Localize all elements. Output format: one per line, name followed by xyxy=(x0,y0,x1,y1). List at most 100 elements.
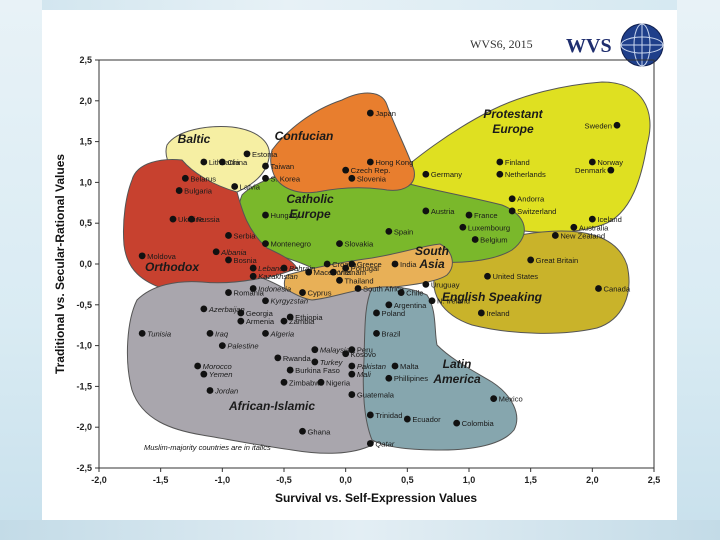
slide: WVS6, 2015 WVS Protestant Europe English… xyxy=(42,10,677,520)
country-label: United States xyxy=(493,272,539,281)
country-label: S. Korea xyxy=(271,174,301,183)
x-tick-label: 1,5 xyxy=(524,475,537,485)
country-point xyxy=(348,260,356,268)
country-point xyxy=(138,329,146,337)
x-tick-label: 1,0 xyxy=(463,475,476,485)
country-point xyxy=(280,264,288,272)
region-label-latin-america-2: America xyxy=(432,372,481,386)
country-label: Germany xyxy=(431,170,462,179)
country-point xyxy=(280,378,288,386)
country-label: Croatia xyxy=(332,260,357,269)
country-point xyxy=(249,285,257,292)
country-point xyxy=(613,121,621,129)
country-label: South Africa xyxy=(363,284,405,293)
x-tick-label: -2,0 xyxy=(91,475,107,485)
country-point xyxy=(249,264,257,272)
country-label: Sweden xyxy=(585,121,612,130)
country-label: New Zealand xyxy=(560,231,605,240)
country-label: Greece xyxy=(357,260,382,269)
country-label: Serbia xyxy=(234,231,257,240)
region-african-islamic xyxy=(126,277,385,454)
country-label: Andorra xyxy=(517,195,545,204)
country-point xyxy=(422,281,430,288)
country-label: Spain xyxy=(394,227,413,236)
country-point xyxy=(348,346,356,354)
country-point xyxy=(225,232,232,239)
country-point xyxy=(200,305,208,313)
country-label: Indonesia xyxy=(258,284,291,293)
country-label: Bulgaria xyxy=(184,187,213,196)
country-point xyxy=(262,162,269,170)
region-label-catholic-europe-2: Europe xyxy=(289,207,331,221)
country-label: Belgium xyxy=(480,236,507,245)
country-point xyxy=(243,150,251,158)
region-confucian xyxy=(270,92,415,194)
x-tick-label: 2,0 xyxy=(586,475,599,485)
country-label: Netherlands xyxy=(505,170,546,179)
country-label: Brazil xyxy=(382,329,401,338)
country-label: Austria xyxy=(431,207,455,216)
region-label-african-islamic: African-Islamic xyxy=(228,399,315,413)
country-label: France xyxy=(474,211,498,220)
country-label: Japan xyxy=(375,109,396,118)
country-point xyxy=(570,223,578,231)
country-point xyxy=(175,187,183,194)
country-point xyxy=(465,211,473,219)
country-point xyxy=(311,358,319,366)
region-label-latin-america: Latin xyxy=(443,357,472,371)
country-label: Hong Kong xyxy=(375,158,413,167)
country-point xyxy=(508,195,516,203)
country-label: Lebanon xyxy=(258,264,288,273)
country-point xyxy=(385,374,393,382)
country-label: Poland xyxy=(382,309,406,318)
y-tick-label: 1,0 xyxy=(79,177,92,187)
country-point xyxy=(385,227,393,235)
country-point xyxy=(588,158,596,166)
country-label: Belarus xyxy=(190,174,216,183)
country-label: Montenegro xyxy=(271,240,312,249)
country-point xyxy=(391,260,399,268)
slide-frame-left xyxy=(0,0,42,540)
survey-badge: WVS6, 2015 xyxy=(470,37,533,51)
country-point xyxy=(299,289,306,296)
x-tick-label: -1,5 xyxy=(153,475,169,485)
country-point xyxy=(329,268,337,276)
y-tick-label: -0,5 xyxy=(76,300,92,310)
region-label-protestant-europe-2: Europe xyxy=(492,122,534,136)
country-point xyxy=(490,395,498,403)
country-label: Russia xyxy=(197,215,221,224)
x-tick-label: -1,0 xyxy=(215,475,231,485)
country-point xyxy=(200,370,208,378)
y-tick-label: 2,0 xyxy=(79,96,92,106)
country-label: Kyrgyzstan xyxy=(271,297,309,306)
region-labels: Protestant Europe English Speaking Catho… xyxy=(145,107,544,413)
country-point xyxy=(237,317,245,325)
region-label-confucian: Confucian xyxy=(275,129,334,143)
country-label: Thailand xyxy=(345,276,374,285)
x-tick-label: 2,5 xyxy=(648,475,661,485)
country-label: Taiwan xyxy=(271,162,295,171)
country-point xyxy=(496,158,504,166)
y-tick-label: 0,5 xyxy=(79,218,92,228)
country-label: Qatar xyxy=(375,440,394,449)
country-label: Chile xyxy=(406,289,423,298)
y-tick-label: -2,5 xyxy=(76,463,92,473)
country-label: Uruguay xyxy=(431,280,460,289)
country-point xyxy=(286,366,294,374)
country-point xyxy=(373,329,380,337)
country-label: Trinidad xyxy=(375,411,402,420)
axes: -2,0 -1,5 -1,0 -0,5 0,0 0,5 1,0 1,5 2,0 2,5 2,5 2,0… xyxy=(76,55,660,485)
country-point xyxy=(305,268,313,276)
country-point xyxy=(206,329,214,337)
country-point xyxy=(169,215,177,223)
country-point xyxy=(262,240,269,248)
country-point xyxy=(422,170,430,178)
country-point xyxy=(336,276,343,284)
country-label: Ireland xyxy=(486,309,509,318)
country-label: Great Britain xyxy=(536,256,579,265)
y-axis-title: Traditional vs. Secular-Rational Values xyxy=(53,154,67,374)
country-label: Latvia xyxy=(240,182,261,191)
country-label: Algeria xyxy=(270,329,295,338)
slide-frame-top xyxy=(0,0,720,10)
country-label: Peru xyxy=(357,346,373,355)
